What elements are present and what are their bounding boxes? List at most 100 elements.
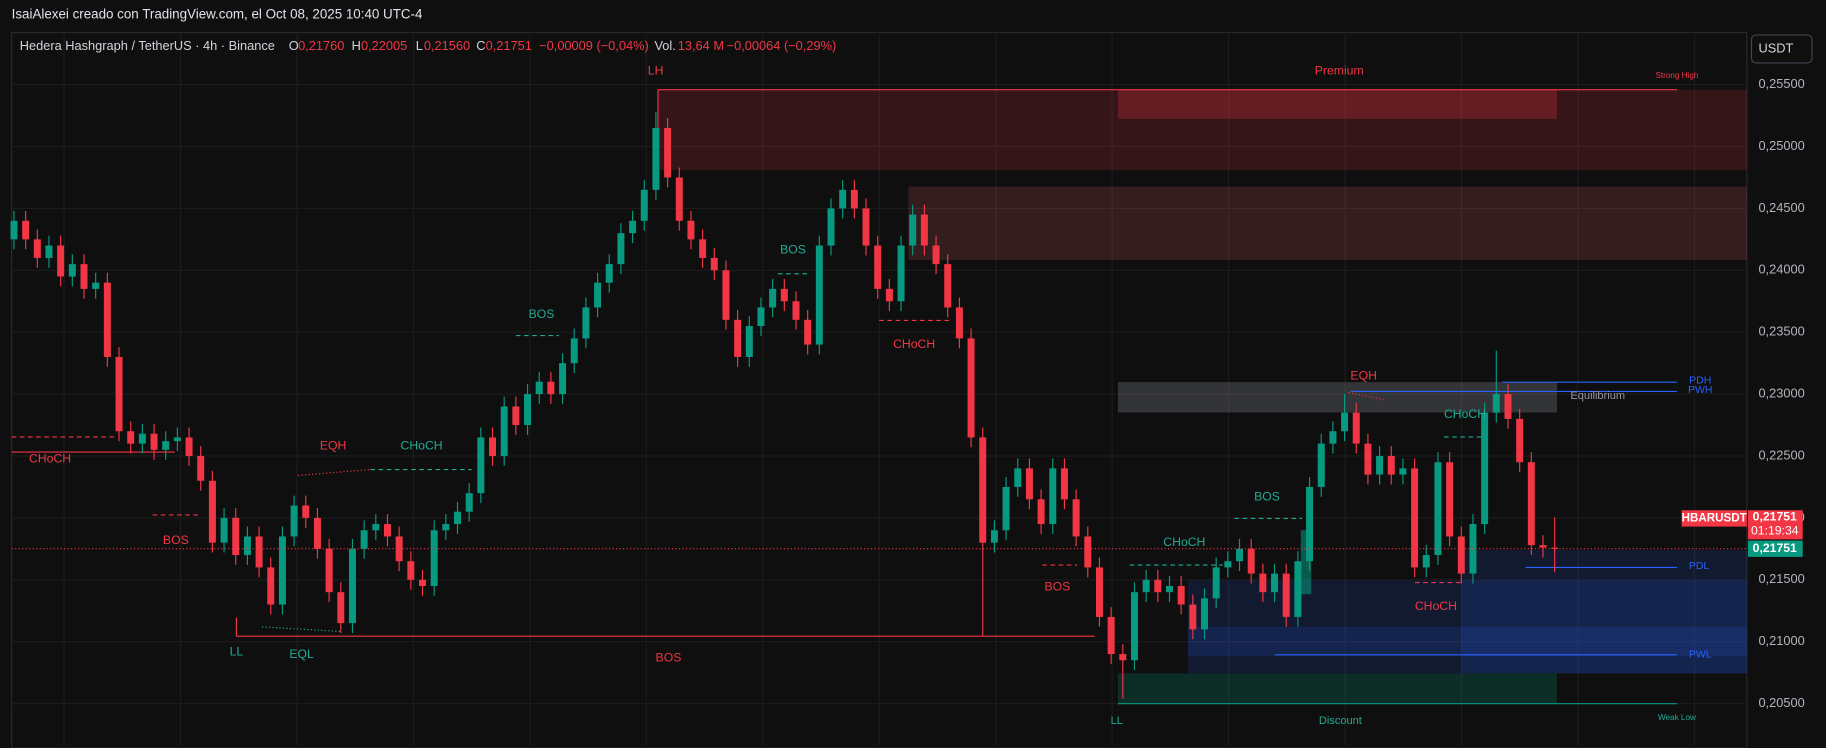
candles	[10, 111, 1747, 699]
candle-body	[640, 189, 648, 221]
currency-button[interactable]	[1750, 34, 1813, 64]
annotation: LH	[648, 63, 664, 77]
y-tick-label: 0,24500	[1758, 200, 1804, 215]
annotation: CHoCH	[1444, 407, 1486, 421]
candle-body	[769, 288, 777, 308]
eqh-line	[298, 468, 371, 476]
annotation: BOS	[163, 533, 189, 547]
candle-body	[220, 517, 228, 543]
candle-body	[874, 245, 882, 289]
candle-body	[967, 338, 975, 438]
candle-body	[1306, 486, 1314, 562]
symbol-tag	[1681, 510, 1747, 527]
candle-body	[1095, 567, 1103, 617]
candle-body	[1084, 536, 1092, 568]
candle-body	[1212, 567, 1220, 599]
candle-body	[430, 530, 438, 586]
candle-body	[1154, 579, 1162, 593]
eqh-line	[1348, 392, 1384, 401]
candle-body	[465, 493, 473, 512]
candle-body	[687, 220, 695, 240]
annotation: Equilibrium	[1570, 390, 1625, 402]
candle-body	[442, 524, 450, 531]
candle-body	[1364, 443, 1372, 475]
y-tick-label: 0,21500	[1758, 571, 1804, 586]
candle-body	[103, 282, 111, 357]
candle-body	[1142, 579, 1150, 593]
candle-body	[1049, 468, 1057, 525]
annotation: BOS	[780, 243, 806, 257]
candle-body	[489, 437, 497, 456]
candle-body	[664, 127, 672, 178]
candle-body	[745, 326, 753, 357]
candle-body	[372, 524, 380, 531]
legend-label: O	[289, 38, 299, 53]
y-tick-label: 0,20500	[1758, 695, 1804, 710]
candle-body	[80, 264, 88, 289]
price-tag	[1747, 540, 1803, 557]
annotation: PDH	[1689, 376, 1711, 387]
candle-body	[162, 441, 170, 450]
candle-body	[418, 579, 426, 586]
annotation: BOS	[529, 307, 555, 321]
legend: Hedera Hashgraph / TetherUS · 4h · Binan…	[20, 38, 836, 53]
candle-body	[267, 567, 275, 605]
candle-body	[500, 406, 508, 456]
candle-body	[594, 282, 602, 308]
candle-body	[979, 437, 987, 543]
strong-high-zone	[1117, 89, 1557, 119]
annotation: LL	[230, 645, 244, 659]
legend-label: C	[476, 38, 485, 53]
candle-body	[360, 530, 368, 549]
candle-body	[839, 189, 847, 209]
candle-body	[1165, 585, 1173, 593]
candle-body	[1527, 462, 1535, 546]
candle-body	[944, 264, 952, 308]
currency-button-label[interactable]: USDT	[1759, 40, 1794, 55]
candle-body	[1119, 654, 1127, 661]
discount-zone	[1117, 673, 1557, 704]
eql-line	[261, 626, 341, 633]
supply-zone	[908, 186, 1747, 260]
y-tick-label: 0,24000	[1758, 262, 1804, 277]
candle-body	[629, 220, 637, 234]
candle-body	[955, 307, 963, 339]
candle-body	[1422, 555, 1430, 568]
candle-body	[710, 257, 718, 271]
candle-body	[1002, 486, 1010, 531]
candle-body	[815, 245, 823, 345]
candle-body	[150, 433, 158, 450]
candle-body	[1130, 592, 1138, 661]
candle-body	[22, 220, 30, 240]
candle-body	[348, 548, 356, 624]
premium-zone	[657, 89, 1747, 171]
candle-body	[1434, 462, 1442, 556]
price-tag-label: 0,21751	[1753, 541, 1797, 555]
candle-body	[617, 233, 625, 265]
candle-body	[1399, 468, 1407, 475]
annotation: PWL	[1689, 650, 1712, 661]
legend-value: 13,64 M	[678, 38, 724, 53]
legend-value: 0,21751	[486, 38, 532, 53]
candle-body	[990, 530, 998, 543]
price-axis	[1747, 32, 1826, 748]
price-tag-label: 0,21751	[1753, 509, 1797, 523]
candle-body	[932, 245, 940, 265]
candle-body	[792, 301, 800, 320]
y-tick-label: 0,22500	[1758, 447, 1804, 462]
demand-zone	[1187, 580, 1747, 674]
legend-change: −0,00009 (−0,04%)	[539, 38, 649, 53]
zones	[657, 89, 1747, 704]
candle-body	[757, 307, 765, 327]
legend-value: 0,21760	[298, 38, 344, 53]
candle-body	[243, 536, 251, 556]
legend-label: H	[352, 38, 361, 53]
countdown-label: 01:19:34	[1751, 523, 1799, 537]
candle-body	[45, 245, 53, 258]
candle-body	[185, 437, 193, 456]
annotation: PWH	[1688, 385, 1712, 396]
candle-body	[1516, 418, 1524, 463]
candle-body	[1329, 431, 1337, 444]
